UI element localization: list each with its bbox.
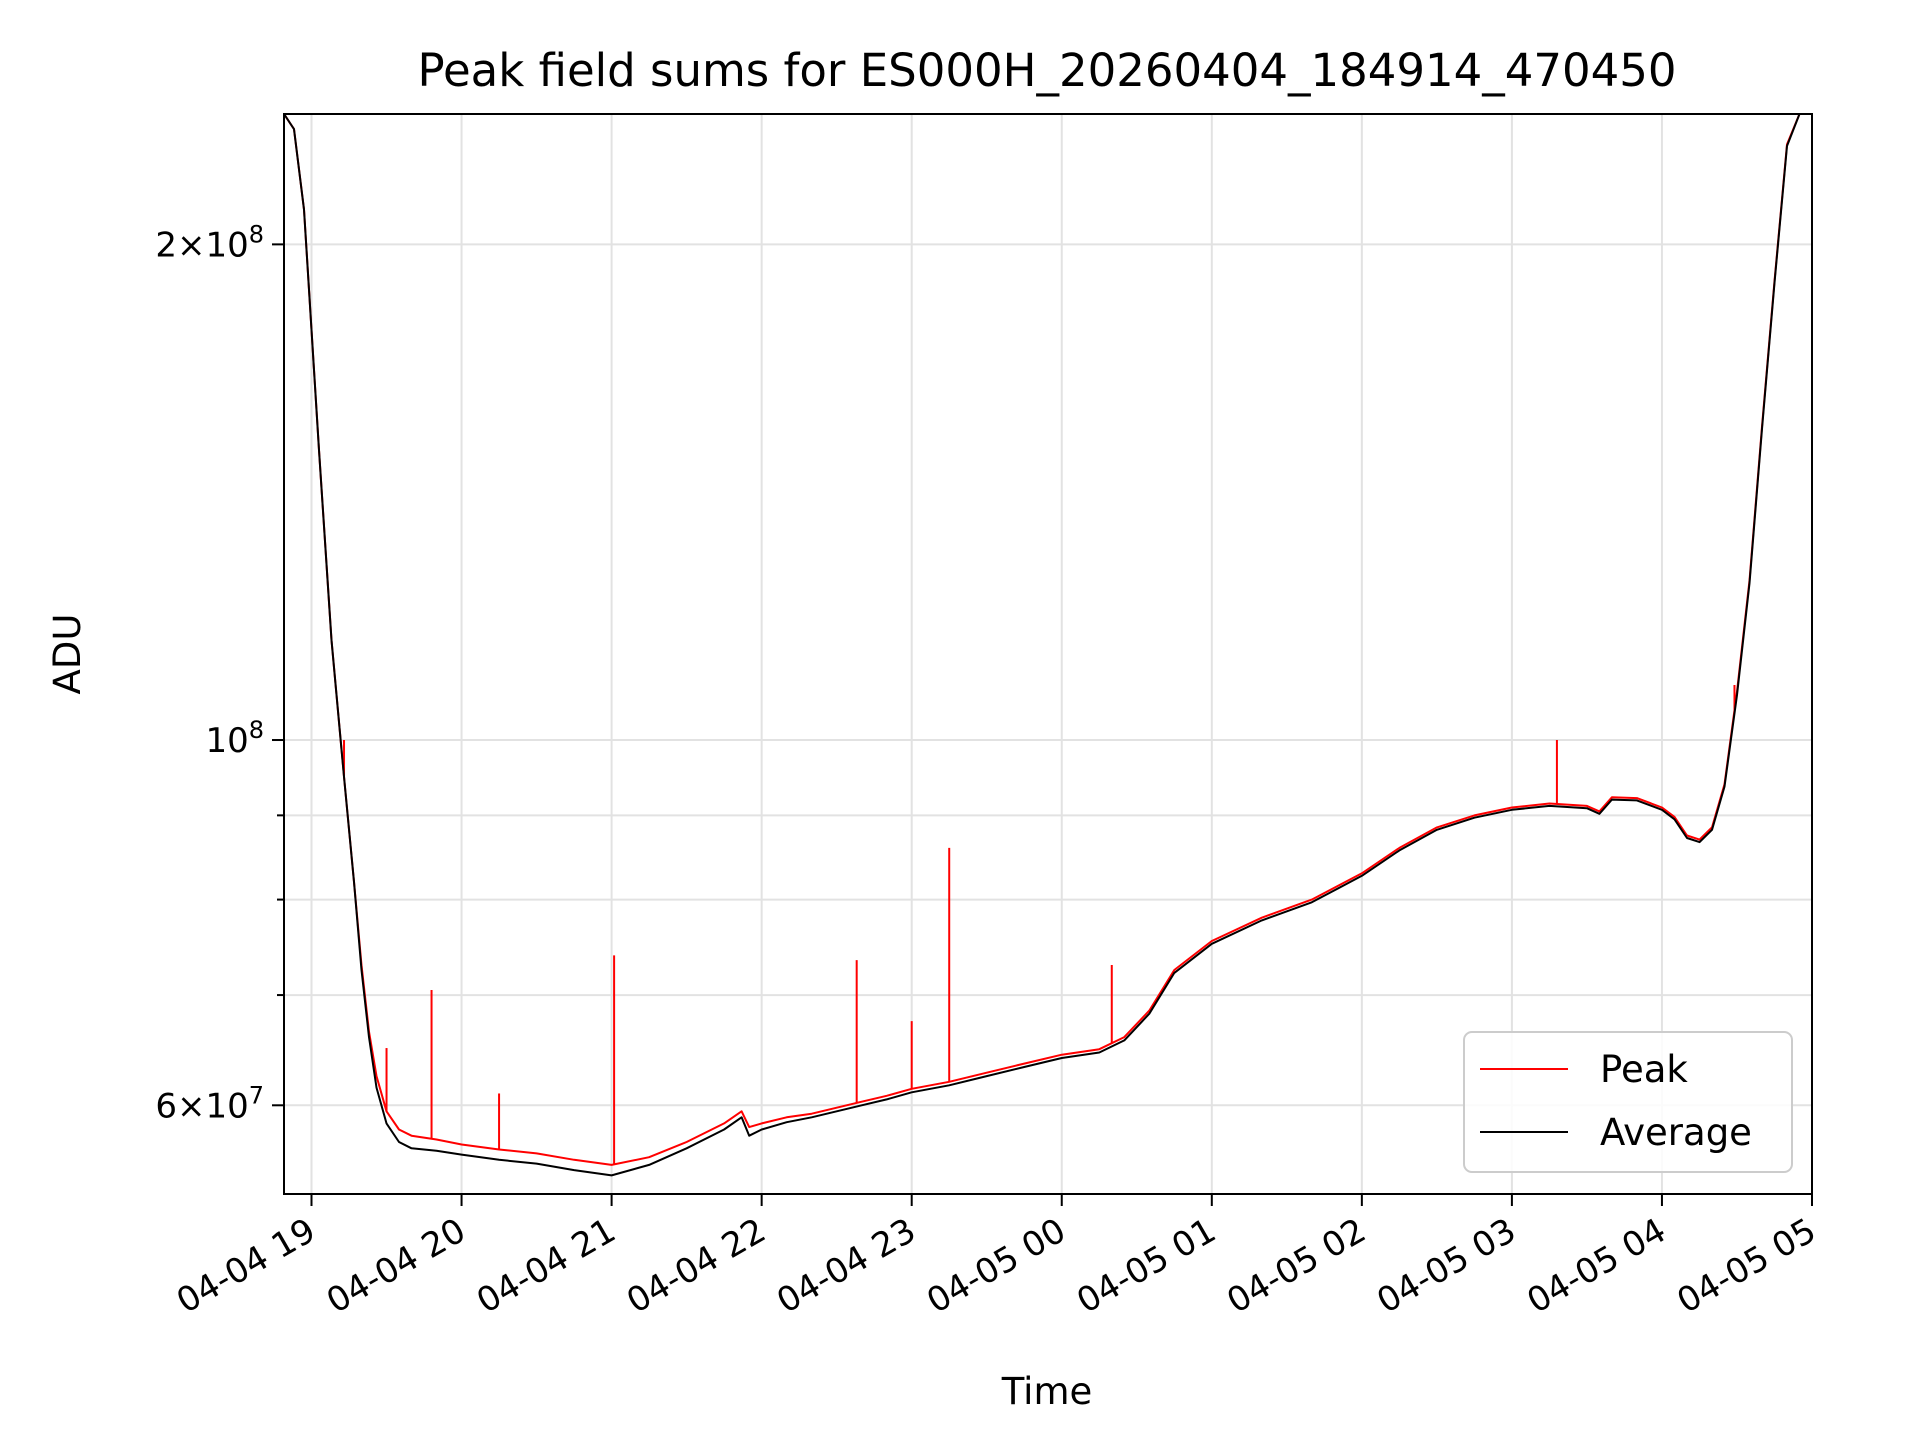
plot-frame (283, 113, 1813, 1195)
series-line-peak (284, 114, 1812, 1166)
x-axis-label: Time (1001, 1370, 1093, 1413)
y-axis-ticks: 6×107 108 2×108 (155, 220, 284, 1126)
legend-label-average: Average (1600, 1111, 1752, 1154)
series-line-average (284, 114, 1812, 1177)
y-tick-label: 2×108 (155, 220, 264, 265)
y-tick-label: 6×107 (155, 1081, 264, 1126)
y-axis-label: ADU (46, 614, 89, 695)
chart-title: Peak field sums for ES000H_20260404_1849… (417, 44, 1676, 97)
y-tick-label: 108 (205, 716, 264, 761)
legend: Peak Average (1463, 1031, 1793, 1173)
legend-box (1463, 1031, 1793, 1173)
series-layer (284, 114, 1812, 1177)
legend-label-peak: Peak (1600, 1048, 1688, 1091)
